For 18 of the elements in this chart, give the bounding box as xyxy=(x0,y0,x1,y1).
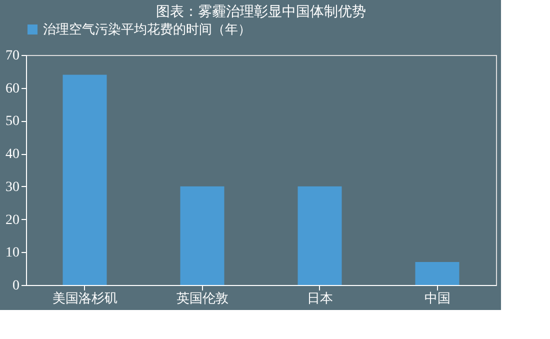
x-tick-label: 英国伦敦 xyxy=(176,292,228,306)
bar xyxy=(180,186,224,285)
x-tick-label: 日本 xyxy=(306,292,333,306)
bar xyxy=(62,74,107,285)
y-tick-label: 0 xyxy=(12,278,20,294)
legend-label: 治理空气污染平均花费的时间（年） xyxy=(43,22,251,38)
y-tick-label: 20 xyxy=(6,212,20,228)
y-tick-label: 10 xyxy=(6,246,20,261)
chart-title: 图表：雾霾治理彰显中国体制优势 xyxy=(156,4,366,20)
y-tick-label: 40 xyxy=(6,147,20,162)
y-tick-label: 30 xyxy=(6,180,20,195)
y-tick-label: 60 xyxy=(6,81,20,96)
bar xyxy=(415,262,460,285)
y-tick-label: 70 xyxy=(6,48,20,64)
bar xyxy=(298,186,342,285)
x-tick-label: 中国 xyxy=(424,292,450,306)
x-tick-label: 美国洛杉矶 xyxy=(52,290,118,306)
y-tick-label: 50 xyxy=(6,114,20,130)
